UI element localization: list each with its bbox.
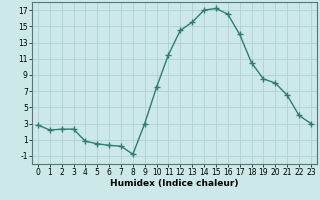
X-axis label: Humidex (Indice chaleur): Humidex (Indice chaleur) (110, 179, 239, 188)
